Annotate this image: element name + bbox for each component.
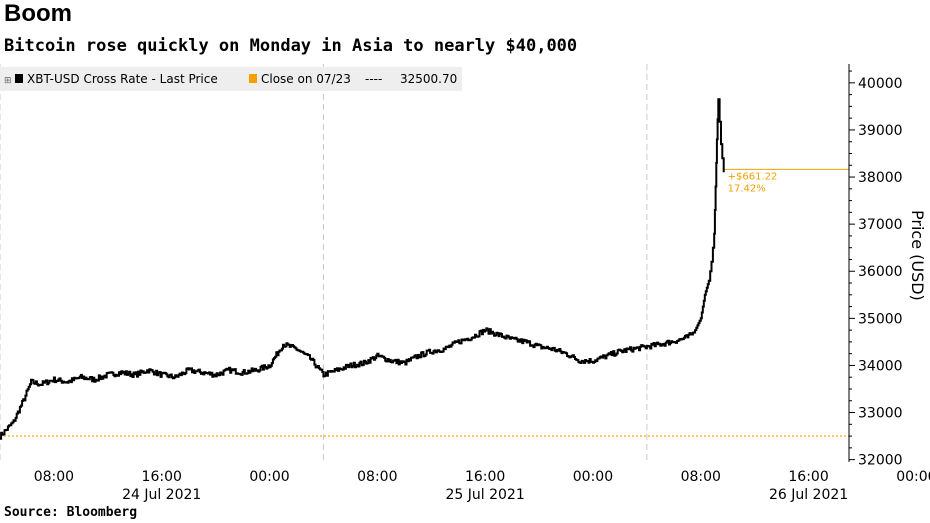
- chart-title: Boom: [4, 0, 72, 27]
- legend-series-label: XBT-USD Cross Rate - Last Price: [27, 72, 218, 86]
- x-tick-label: 08:00: [34, 469, 74, 485]
- x-tick-label: 00:00: [896, 469, 930, 485]
- legend: ⊞ XBT-USD Cross Rate - Last Price Close …: [0, 67, 462, 91]
- legend-reference-swatch: [249, 74, 257, 83]
- x-date-label: 24 Jul 2021: [122, 487, 201, 503]
- y-tick-label: 36000: [858, 264, 903, 280]
- x-tick-label: 16:00: [788, 469, 828, 485]
- legend-reference-value: 32500.70: [400, 72, 457, 86]
- y-axis-label: Price (USD): [908, 210, 927, 301]
- annotation-change-amount: +$661.22: [728, 171, 778, 182]
- y-tick-label: 39000: [858, 123, 903, 139]
- source-note: Source: Bloomberg: [4, 505, 138, 520]
- chart-subtitle: Bitcoin rose quickly on Monday in Asia t…: [4, 36, 578, 56]
- y-tick-label: 32000: [858, 453, 903, 469]
- x-tick-label: 00:00: [573, 469, 613, 485]
- annotation-change-percent: 17.42%: [728, 183, 766, 194]
- y-tick-label: 37000: [858, 217, 903, 233]
- series-layer: [0, 98, 725, 440]
- y-tick-label: 33000: [858, 406, 903, 422]
- x-tick-label: 08:00: [681, 469, 721, 485]
- legend-background: [0, 67, 462, 91]
- x-tick-label: 16:00: [142, 469, 182, 485]
- y-tick-label: 40000: [858, 76, 903, 92]
- legend-reference-dashes: ----: [365, 72, 382, 86]
- x-date-label: 25 Jul 2021: [446, 487, 525, 503]
- x-tick-label: 08:00: [357, 469, 397, 485]
- y-tick-label: 38000: [858, 170, 903, 186]
- price-series-line: [0, 98, 725, 440]
- x-axis: 08:00 16:00 00:00 08:00 16:00 00:00 08:00 16:00…: [34, 469, 930, 503]
- y-axis: 32000 33000 34000 35000 36000 37000 38000 39000…: [848, 64, 927, 469]
- reference-lines: [0, 168, 849, 437]
- gridlines: [0, 64, 648, 462]
- x-tick-label: 00:00: [249, 469, 289, 485]
- legend-series-swatch: [15, 74, 23, 83]
- legend-expand-icon: ⊞: [4, 76, 12, 86]
- x-tick-label: 16:00: [465, 469, 505, 485]
- x-date-label: 26 Jul 2021: [769, 487, 848, 503]
- y-tick-label: 35000: [858, 311, 903, 327]
- legend-reference-label: Close on 07/23: [261, 72, 351, 86]
- y-tick-label: 34000: [858, 358, 903, 374]
